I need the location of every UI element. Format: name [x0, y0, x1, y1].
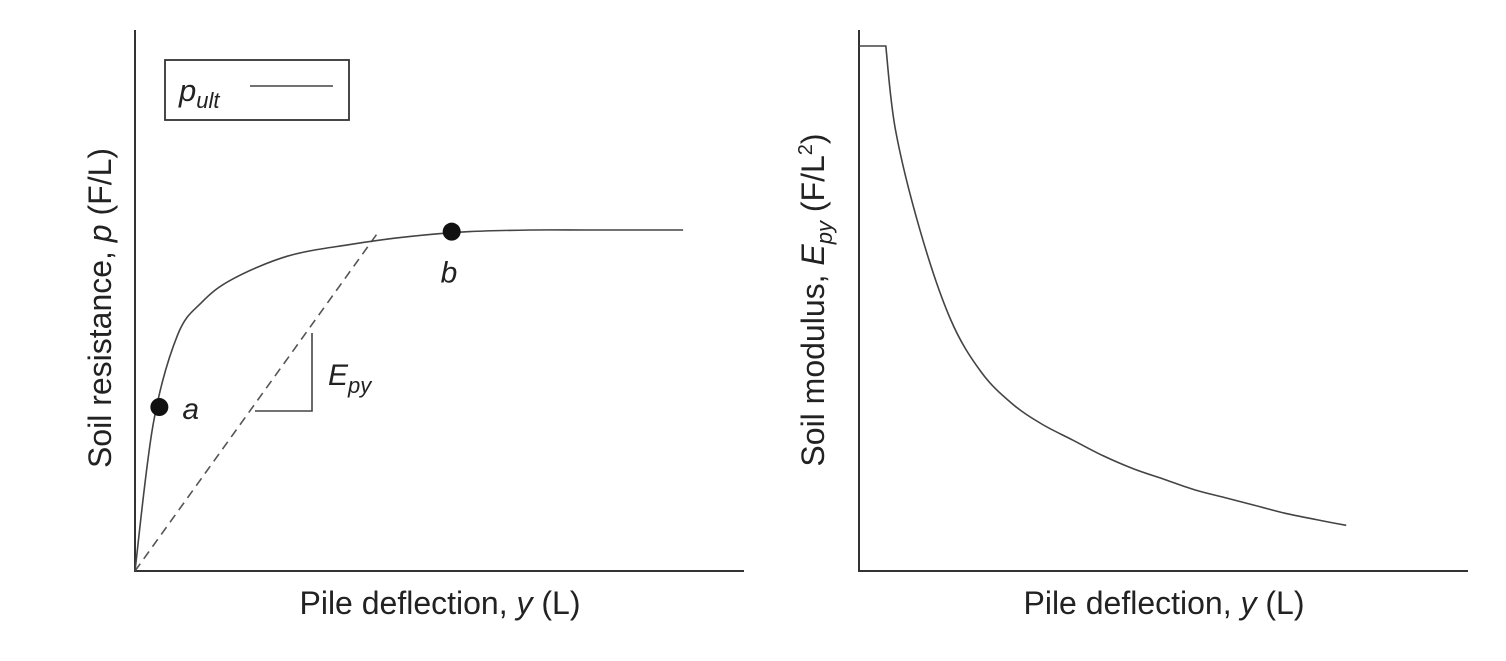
legend-label: pult	[178, 73, 220, 113]
modulus-slope-triangle	[255, 333, 313, 412]
left-y-axis-label: Soil resistance, p (F/L)	[82, 148, 118, 468]
point-a-marker	[150, 398, 169, 417]
point-b-marker	[442, 222, 461, 241]
py-curve	[134, 229, 684, 572]
point-a-label: a	[182, 393, 199, 426]
point-b-label: b	[441, 257, 458, 290]
right-axes	[858, 30, 1468, 572]
left-chart: ab Epy pult Pile deflection, y (L) Soil …	[82, 30, 744, 621]
modulus-curve	[859, 45, 1347, 527]
left-x-axis-label: Pile deflection, y (L)	[299, 585, 580, 621]
right-y-axis-label: Soil modulus, Epy (F/L2)	[795, 133, 837, 466]
secant-line	[134, 231, 380, 572]
right-chart: Pile deflection, y (L) Soil modulus, Epy…	[795, 30, 1468, 621]
legend-box	[164, 59, 350, 121]
modulus-annotation: Epy	[328, 359, 373, 398]
right-x-axis-label: Pile deflection, y (L)	[1023, 585, 1304, 621]
left-points: ab	[150, 222, 461, 426]
